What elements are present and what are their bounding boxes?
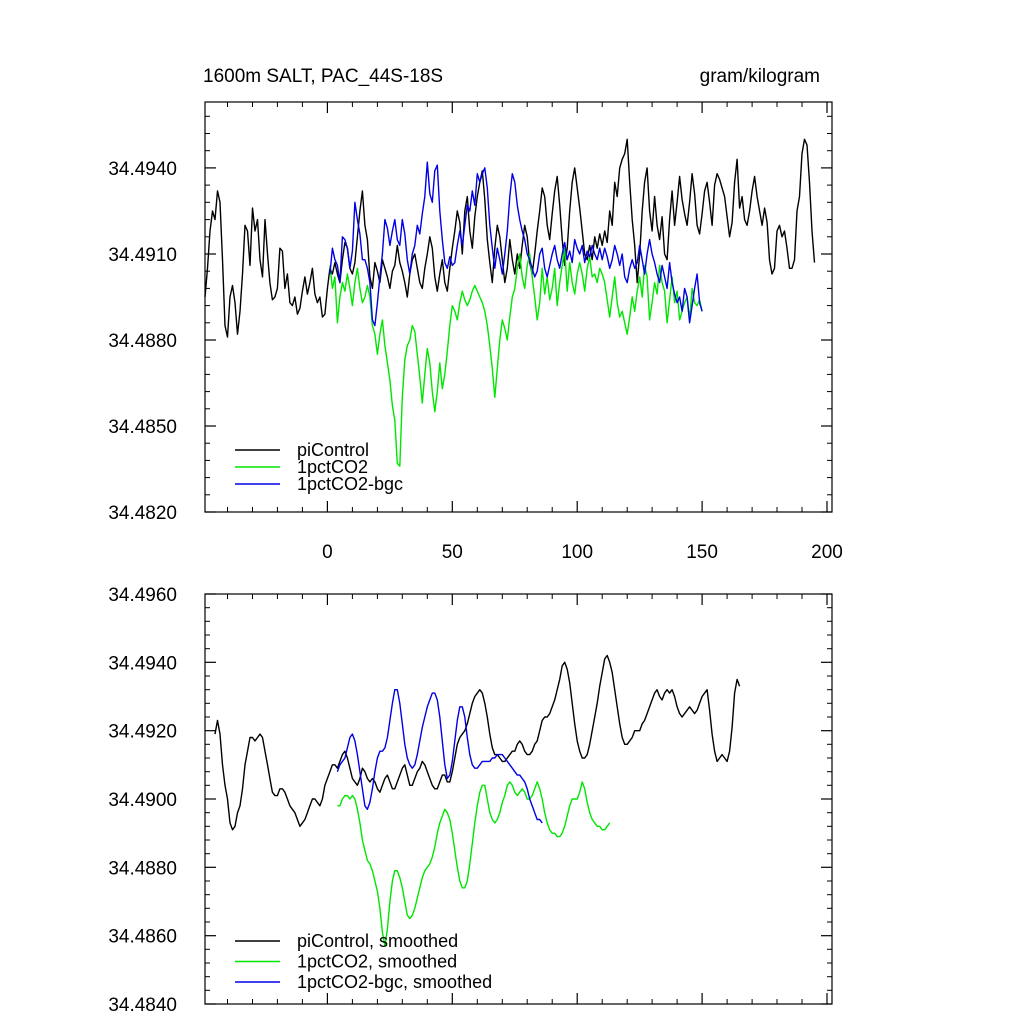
top-chart-x-tick-label: 200 [811, 542, 843, 563]
bottom-chart-y-tick-label: 34.4900 [108, 790, 177, 811]
top-chart-panel: 1600m SALT, PAC_44S-18S gram/kilogram 34… [108, 66, 843, 563]
top-chart-frame [204, 101, 833, 513]
top-chart-legend-label: piControl [297, 440, 369, 460]
top-chart-x-tick-label: 150 [686, 542, 718, 563]
top-chart-y-tick-label: 34.4910 [108, 245, 177, 266]
top-chart-y-tick-label: 34.4940 [108, 159, 177, 180]
top-chart-y-tick-label: 34.4820 [108, 503, 177, 524]
top-chart-series-1pctco2-bgc [329, 161, 703, 327]
bottom-chart-series-1pctco2-bgc-smoothed [336, 689, 543, 824]
bottom-chart-y-tick-label: 34.4840 [108, 995, 177, 1016]
bottom-chart-legend-label: piControl, smoothed [297, 931, 458, 951]
top-chart-series-picontrol [204, 138, 816, 338]
top-chart-y-tick-label: 34.4880 [108, 331, 177, 352]
top-chart-units: gram/kilogram [700, 66, 820, 87]
bottom-chart-series-picontrol-smoothed [214, 654, 741, 831]
bottom-chart-frame [204, 593, 833, 1005]
top-chart-x-tick-label: 50 [442, 542, 463, 563]
top-chart-x-tick-label: 100 [561, 542, 593, 563]
bottom-chart-y-tick-label: 34.4960 [108, 585, 177, 606]
bottom-chart-legend-label: 1pctCO2, smoothed [297, 952, 457, 972]
bottom-chart-y-tick-label: 34.4880 [108, 858, 177, 879]
top-chart-x-tick-label: 0 [322, 542, 333, 563]
bottom-chart-series-1pctco2-smoothed [337, 781, 611, 947]
bottom-chart-panel: 34.4840 34.4860 34.4880 34.4900 34.4920 34.49… [108, 585, 833, 1016]
top-chart-legend-label: 1pctCO2-bgc [297, 474, 403, 494]
bottom-chart-y-tick-label: 34.4860 [108, 927, 177, 948]
top-chart-y-tick-label: 34.4850 [108, 417, 177, 438]
bottom-chart-y-tick-label: 34.4920 [108, 722, 177, 743]
top-chart-title: 1600m SALT, PAC_44S-18S [203, 66, 443, 87]
top-chart-legend-label: 1pctCO2 [297, 457, 368, 477]
bottom-chart-y-tick-label: 34.4940 [108, 653, 177, 674]
top-chart-series-1pctco2 [329, 247, 703, 467]
bottom-chart-legend-label: 1pctCO2-bgc, smoothed [297, 972, 492, 992]
